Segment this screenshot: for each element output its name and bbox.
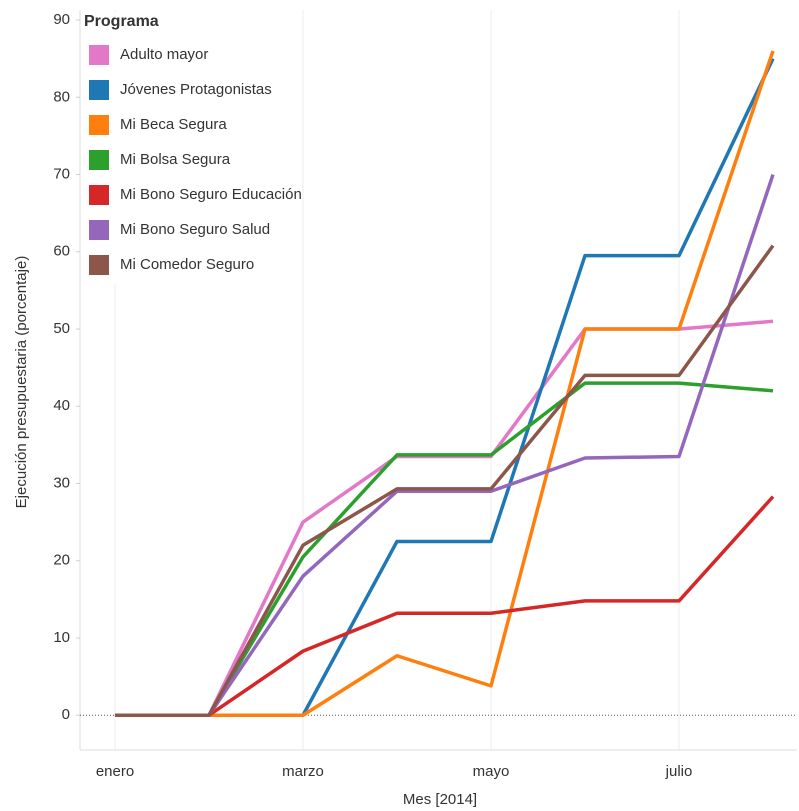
y-tick-label: 70 (53, 165, 70, 182)
x-tick-label: mayo (473, 763, 510, 780)
legend-swatch (89, 255, 109, 275)
legend-swatch (89, 220, 109, 240)
series-line (115, 50, 775, 717)
series-line (115, 319, 774, 717)
y-tick-label: 60 (53, 243, 70, 260)
y-tick-label: 10 (53, 629, 70, 646)
legend-label: Adulto mayor (120, 46, 208, 63)
y-axis-title: Ejecución presupuestaria (porcentaje) (13, 256, 30, 509)
x-tick-label: enero (96, 763, 134, 780)
x-axis-title: Mes [2014] (403, 791, 477, 808)
legend-label: Mi Bolsa Segura (120, 151, 231, 168)
y-tick-label: 30 (53, 474, 70, 491)
y-tick-label: 50 (53, 320, 70, 337)
legend-label: Mi Bono Seguro Salud (120, 221, 270, 238)
legend-swatch (89, 150, 109, 170)
series-line (115, 244, 775, 717)
legend-swatch (89, 185, 109, 205)
x-tick-label: julio (665, 763, 693, 780)
legend-swatch (89, 45, 109, 65)
legend-label: Mi Comedor Seguro (120, 256, 254, 273)
series-line (115, 381, 774, 717)
y-tick-label: 20 (53, 552, 70, 569)
legend-background (83, 12, 293, 284)
legend-swatch (89, 115, 109, 135)
legend-swatch (89, 80, 109, 100)
y-tick-label: 80 (53, 88, 70, 105)
y-tick-label: 90 (53, 11, 70, 28)
legend-title: Programa (84, 13, 159, 30)
legend-label: Mi Beca Segura (120, 116, 227, 133)
x-tick-label: marzo (282, 763, 324, 780)
legend-label: Jóvenes Protagonistas (120, 81, 272, 98)
legend-label: Mi Bono Seguro Educación (120, 186, 302, 203)
series-line (115, 173, 775, 717)
series-line (115, 495, 775, 717)
y-tick-label: 0 (62, 706, 70, 723)
legend: Programa Adulto mayor Jóvenes Protagonista… (83, 12, 302, 284)
y-tick-label: 40 (53, 397, 70, 414)
